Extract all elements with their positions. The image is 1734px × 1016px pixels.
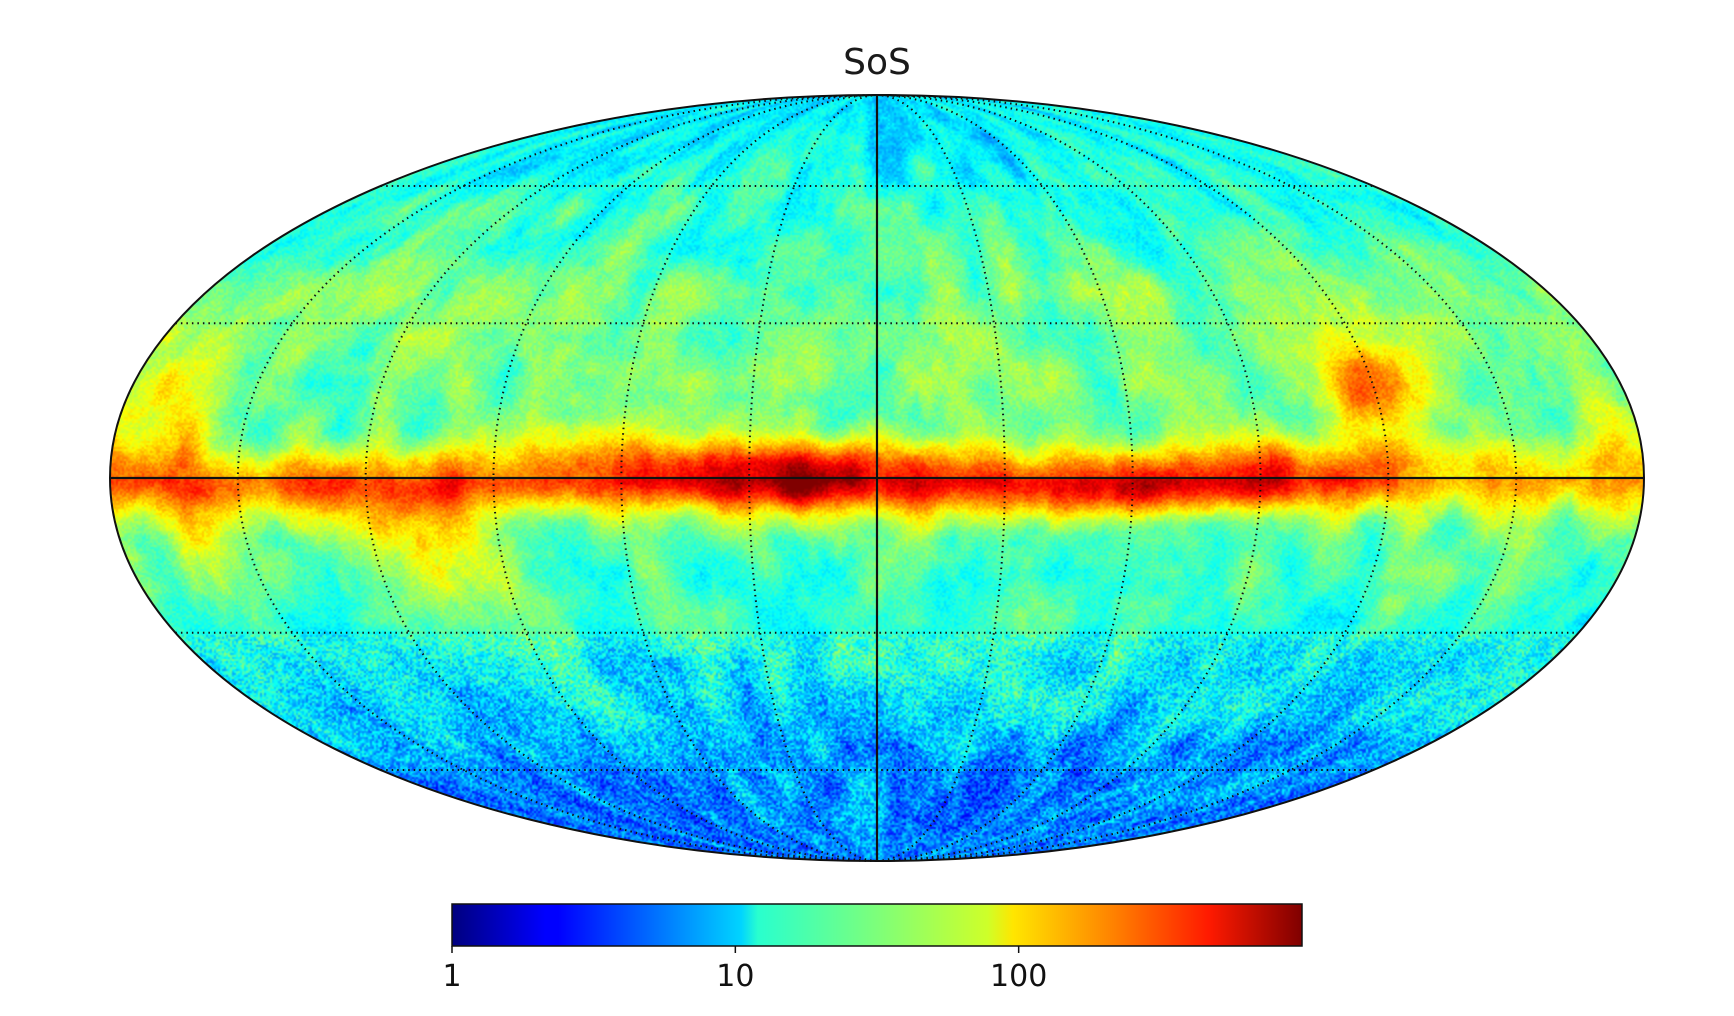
meridian-line (876, 94, 1262, 862)
colorbar-tick-label: 100 (990, 959, 1047, 994)
sky-map (109, 94, 1645, 862)
meridian-line (876, 94, 1390, 862)
graticule (110, 94, 1644, 862)
colorbar: 1 10 100 (442, 903, 1303, 994)
chart-title: SoS (843, 42, 911, 83)
colorbar-bar (451, 903, 1303, 947)
colorbar-tick-label: 10 (716, 959, 754, 994)
colorbar-ticks: 1 10 100 (442, 946, 1047, 994)
map-boundary (109, 94, 1645, 862)
colorbar-tick-label: 1 (442, 959, 461, 994)
